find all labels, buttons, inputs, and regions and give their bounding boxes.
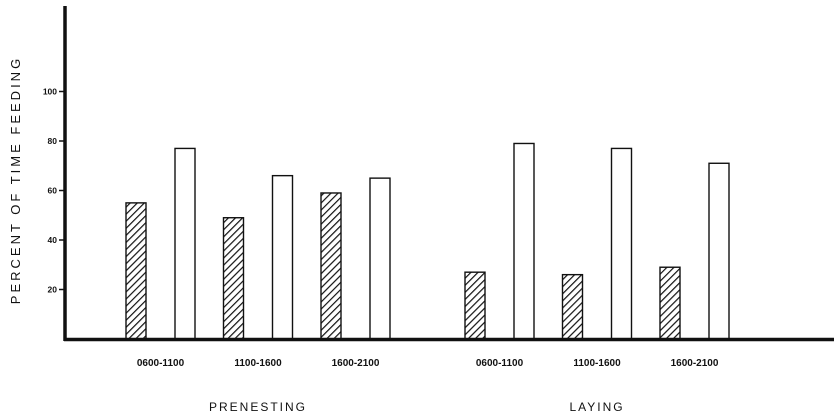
y-tick-label: 60 [48,186,58,196]
bar-hatched [320,192,342,340]
bar-open [271,174,294,340]
category-label: 1600-2100 [332,358,380,369]
category-labels: 0600-1100 1100-1600 1600-2100 0600-1100 1100… [137,358,719,369]
category-label: 0600-1100 [476,358,524,369]
category-label: 1100-1600 [573,358,621,369]
bar-open [369,177,391,340]
y-tick-label: 100 [43,87,57,97]
group-label: PRENESTING [209,400,307,414]
bar-hatched [659,266,681,340]
category-label: 1100-1600 [234,358,282,369]
bar-open [174,147,196,340]
bars [125,142,730,340]
y-axis-label: PERCENT OF TIME FEEDING [8,56,23,304]
y-tick-label: 80 [48,136,58,146]
category-label: 1600-2100 [671,358,719,369]
y-tick-label: 20 [48,285,58,295]
bar-hatched [561,273,584,340]
bar-open [708,162,730,340]
group-labels: PRENESTING LAYING [209,400,624,414]
bar-hatched [222,217,245,340]
bar-hatched [464,271,486,340]
category-label: 0600-1100 [137,358,185,369]
group-label: LAYING [569,400,624,414]
y-ticks: 20 40 60 80 100 [43,87,65,295]
bar-hatched [125,202,147,340]
bar-open [610,147,633,340]
y-tick-label: 40 [48,235,58,245]
bar-open [513,142,535,340]
